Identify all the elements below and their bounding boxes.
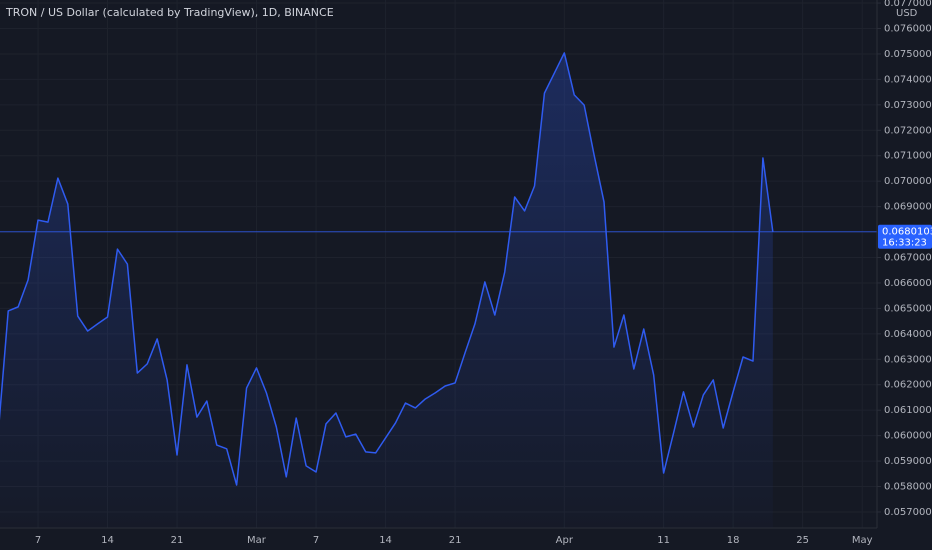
x-tick-label: 18 — [727, 535, 740, 546]
price-line — [0, 52, 774, 486]
y-tick-label: 0.07100000 — [884, 151, 932, 162]
y-tick-label: 0.05700000 — [884, 507, 932, 518]
x-tick-label: 21 — [171, 535, 184, 546]
y-tick-label: 0.07000000 — [884, 176, 932, 187]
y-tick-label: 0.07400000 — [884, 74, 932, 85]
y-tick-label: 0.07700000 — [884, 0, 932, 9]
y-tick-label: 0.06300000 — [884, 354, 932, 365]
y-tick-label: 0.06500000 — [884, 303, 932, 314]
x-tick-label: 7 — [35, 535, 41, 546]
plot — [0, 52, 877, 528]
x-tick-label: May — [852, 535, 873, 546]
axes: 0.05700000 0.05800000 0.05900000 0.06000000… — [35, 0, 932, 546]
y-tick-label: 0.06200000 — [884, 380, 932, 391]
y-tick-label: 0.05800000 — [884, 482, 932, 493]
area-fill — [0, 52, 773, 528]
x-tick-label: 11 — [657, 535, 670, 546]
last-price-label: 0.06801035 — [882, 226, 932, 237]
y-tick-label: 0.07600000 — [884, 23, 932, 34]
y-tick-label: 0.07200000 — [884, 125, 932, 136]
y-tick-label: 0.06000000 — [884, 431, 932, 442]
chart-title: TRON / US Dollar (calculated by TradingV… — [5, 6, 334, 19]
x-tick-label: Mar — [247, 535, 267, 546]
y-tick-label: 0.07300000 — [884, 100, 932, 111]
y-tick-label: 0.06100000 — [884, 405, 932, 416]
y-tick-label: 0.06900000 — [884, 202, 932, 213]
y-tick-label: 0.06700000 — [884, 253, 932, 264]
y-tick-label: 0.06400000 — [884, 329, 932, 340]
x-tick-label: Apr — [556, 535, 574, 546]
countdown-label: 16:33:23 — [882, 237, 927, 248]
y-tick-label: 0.05900000 — [884, 456, 932, 467]
x-tick-label: 25 — [796, 535, 809, 546]
y-tick-label: 0.07500000 — [884, 49, 932, 60]
y-tick-label: 0.06600000 — [884, 278, 932, 289]
x-tick-label: 14 — [379, 535, 392, 546]
x-tick-label: 14 — [101, 535, 114, 546]
x-tick-label: 21 — [449, 535, 462, 546]
y-unit: USD — [896, 8, 918, 19]
last-price-box — [878, 224, 932, 249]
x-tick-label: 7 — [313, 535, 319, 546]
